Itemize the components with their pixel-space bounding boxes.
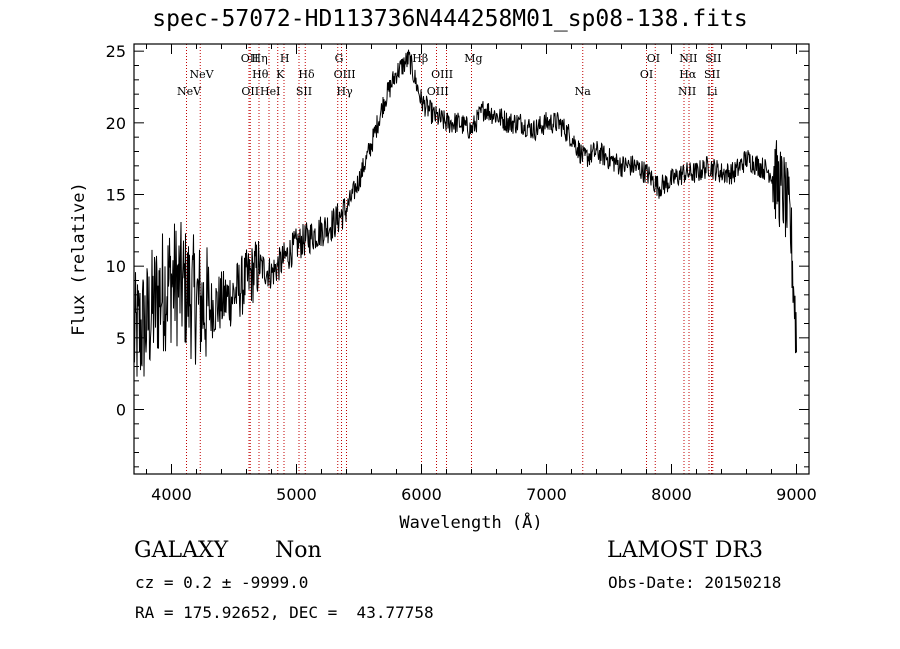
coordinates: RA = 175.92652, DEC = 43.77758 — [135, 603, 434, 622]
y-tick-label: 10 — [106, 257, 126, 276]
x-tick-label: 8000 — [651, 485, 692, 504]
line-label: OIII — [334, 68, 356, 81]
line-label: OI — [647, 52, 660, 65]
object-class: GALAXY — [134, 538, 229, 563]
y-tick-label: 20 — [106, 114, 126, 133]
line-label: NII — [679, 52, 697, 65]
x-tick-label: 7000 — [526, 485, 567, 504]
line-label: OI — [640, 68, 653, 81]
line-label: SII — [705, 52, 721, 65]
x-tick-label: 4000 — [151, 485, 192, 504]
line-label: OIII — [427, 85, 449, 98]
line-label: NeV — [189, 68, 214, 81]
line-label: SII — [704, 68, 720, 81]
x-tick-label: 6000 — [401, 485, 442, 504]
line-label: OII — [241, 85, 259, 98]
x-tick-label: 9000 — [776, 485, 817, 504]
line-label: Na — [575, 85, 592, 98]
line-label: NeV — [177, 85, 202, 98]
line-label: Hδ — [298, 68, 315, 81]
line-label: Mg — [464, 52, 482, 65]
obs-date: Obs-Date: 20150218 — [608, 573, 782, 592]
x-axis-label: Wavelength (Å) — [399, 511, 542, 533]
line-label: Li — [707, 85, 718, 98]
line-label: Hγ — [337, 85, 354, 98]
y-tick-label: 15 — [106, 186, 126, 205]
object-subclass: Non — [275, 538, 322, 563]
line-label: H — [280, 52, 290, 65]
line-label: K — [276, 68, 285, 81]
line-label: SII — [296, 85, 312, 98]
y-axis-label: Flux (relative) — [69, 182, 89, 336]
y-tick-label: 0 — [116, 401, 126, 420]
line-markers — [186, 44, 714, 474]
line-label: Hη — [252, 52, 268, 65]
survey-name: LAMOST DR3 — [607, 538, 763, 563]
redshift-cz: cz = 0.2 ± -9999.0 — [135, 573, 309, 592]
line-label: Hβ — [412, 52, 428, 65]
line-label: OIII — [431, 68, 453, 81]
y-tick-label: 25 — [106, 42, 126, 61]
line-label: HeI — [260, 85, 280, 98]
y-tick-label: 5 — [116, 329, 126, 348]
axes: 4000 5000 6000 7000 8000 9000 0 5 10 15 20 25 — [106, 42, 817, 504]
line-label: G — [335, 52, 344, 65]
spectrum-series — [133, 49, 797, 377]
chart-title: spec-57072-HD113736N444258M01_sp08-138.f… — [152, 6, 748, 32]
spectrum-line — [133, 49, 797, 377]
line-label: Hα — [679, 68, 697, 81]
line-label: OII — [241, 52, 259, 65]
x-tick-label: 5000 — [276, 485, 317, 504]
plot-frame — [133, 43, 810, 475]
line-label: NII — [678, 85, 696, 98]
line-label: Hθ — [252, 68, 269, 81]
